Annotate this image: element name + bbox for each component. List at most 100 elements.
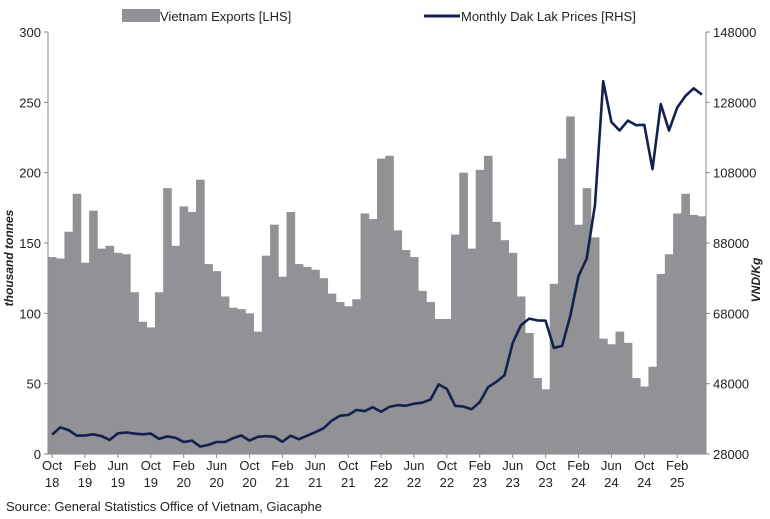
x-tick-label-month: Jun: [502, 458, 523, 473]
bar: [689, 214, 699, 454]
x-tick-label-year: 24: [571, 475, 585, 490]
x-tick-label-month: Feb: [567, 458, 589, 473]
bar: [294, 264, 304, 454]
bar: [590, 237, 600, 454]
bar: [48, 257, 57, 454]
x-tick-label-year: 20: [176, 475, 190, 490]
bar: [138, 321, 148, 454]
x-tick-label-month: Feb: [173, 458, 195, 473]
bar: [237, 309, 246, 454]
bar: [648, 366, 658, 454]
x-tick-label-month: Feb: [469, 458, 491, 473]
bar: [681, 193, 690, 454]
bar: [72, 193, 82, 454]
bar: [56, 258, 65, 454]
left-tick-label: 300: [19, 25, 41, 40]
left-tick-label: 0: [34, 447, 41, 462]
bar: [245, 313, 255, 454]
x-tick-label-year: 20: [209, 475, 223, 490]
legend-swatch-exports: [122, 9, 160, 22]
x-tick-label-month: Oct: [239, 458, 260, 473]
right-tick-label: 148000: [713, 25, 756, 40]
bar: [261, 255, 271, 454]
bar: [599, 338, 608, 454]
bar: [270, 224, 279, 454]
bar: [459, 172, 468, 454]
bar: [426, 302, 435, 454]
bar: [146, 327, 156, 454]
bar: [549, 283, 559, 454]
bar: [319, 278, 329, 454]
x-tick-label-year: 22: [440, 475, 454, 490]
bar: [385, 155, 394, 454]
source-note: Source: General Statistics Office of Vie…: [6, 499, 323, 514]
bar: [525, 333, 534, 454]
bar: [368, 219, 378, 454]
bar: [89, 210, 98, 454]
bar: [582, 188, 592, 454]
bar: [656, 273, 666, 454]
bar: [557, 158, 567, 454]
x-tick-label-month: Jun: [206, 458, 227, 473]
bar: [196, 179, 205, 454]
bar: [467, 248, 477, 454]
x-tick-label-year: 19: [78, 475, 92, 490]
bar: [220, 296, 230, 454]
x-tick-label-year: 23: [505, 475, 519, 490]
x-tick-label-year: 21: [308, 475, 322, 490]
bar: [253, 331, 263, 454]
bar: [451, 234, 460, 454]
legend: Vietnam Exports [LHS] Monthly Dak Lak Pr…: [122, 9, 636, 24]
right-axis-title: VND/Kg: [749, 257, 763, 302]
x-tick-label-month: Oct: [338, 458, 359, 473]
x-tick-label-month: Feb: [370, 458, 392, 473]
left-axis-title: thousand tonnes: [2, 209, 16, 306]
x-tick-label-month: Jun: [404, 458, 425, 473]
bar: [607, 344, 616, 454]
left-tick-label: 50: [27, 377, 41, 392]
bar: [105, 245, 115, 454]
bar: [327, 293, 337, 454]
x-tick-label-year: 23: [538, 475, 552, 490]
bar: [302, 266, 312, 454]
bar: [377, 158, 386, 454]
bar: [130, 292, 139, 454]
right-tick-label: 48000: [713, 377, 749, 392]
bar: [286, 212, 296, 454]
x-tick-label-year: 22: [407, 475, 421, 490]
x-tick-label-month: Oct: [437, 458, 458, 473]
bar: [352, 299, 361, 454]
bar: [171, 245, 180, 454]
bar: [187, 212, 197, 454]
bar: [516, 296, 526, 454]
x-tick-label-month: Feb: [74, 458, 96, 473]
x-tick-label-year: 21: [341, 475, 355, 490]
bar: [335, 302, 345, 454]
x-tick-label-year: 20: [242, 475, 256, 490]
legend-label-prices: Monthly Dak Lak Prices [RHS]: [461, 9, 636, 24]
bar: [154, 292, 164, 454]
bar: [393, 230, 403, 454]
bar: [418, 290, 427, 454]
bar: [64, 231, 74, 454]
bar: [204, 264, 213, 454]
legend-label-exports: Vietnam Exports [LHS]: [160, 9, 291, 24]
x-tick-label-month: Feb: [271, 458, 293, 473]
x-tick-label-month: Oct: [535, 458, 556, 473]
x-tick-label-year: 18: [45, 475, 59, 490]
x-tick-label-year: 23: [473, 475, 487, 490]
bar: [631, 378, 641, 454]
x-tick-label-month: Oct: [141, 458, 162, 473]
x-tick-label-month: Oct: [42, 458, 63, 473]
bar: [640, 386, 649, 454]
right-tick-label: 128000: [713, 95, 756, 110]
x-tick-label-month: Jun: [107, 458, 128, 473]
left-tick-label: 150: [19, 236, 41, 251]
bar: [97, 248, 106, 454]
bar: [574, 224, 584, 454]
bar-series-exports: [48, 116, 707, 455]
x-tick-label-year: 19: [144, 475, 158, 490]
bar: [442, 318, 452, 454]
bar: [122, 254, 131, 454]
left-tick-label: 200: [19, 166, 41, 181]
